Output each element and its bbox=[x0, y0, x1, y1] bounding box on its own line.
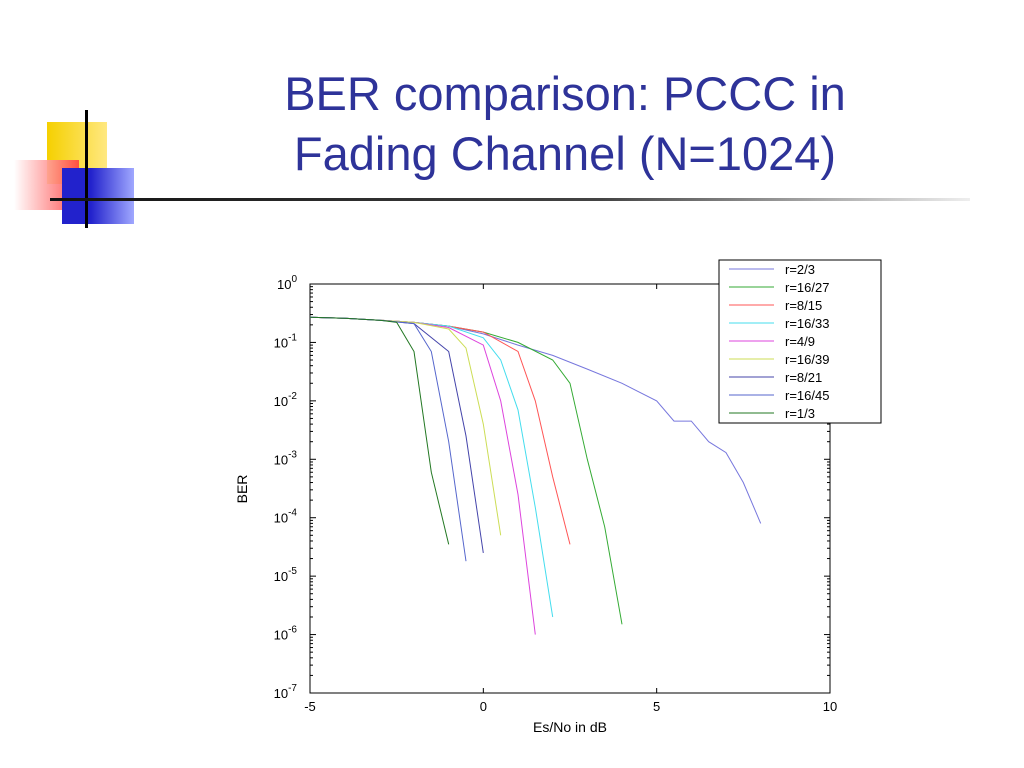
slide-title-line-2: Fading Channel (N=1024) bbox=[293, 127, 837, 180]
legend-label: r=1/3 bbox=[785, 406, 815, 421]
y-tick-label: 10-5 bbox=[274, 566, 298, 584]
y-tick-label: 10-4 bbox=[274, 508, 298, 526]
y-tick-label: 10-3 bbox=[274, 449, 298, 467]
legend-label: r=4/9 bbox=[785, 334, 815, 349]
x-tick-label: 10 bbox=[823, 699, 837, 714]
decor-vertical-line bbox=[85, 110, 88, 228]
slide-title: BER comparison: PCCC in Fading Channel (… bbox=[150, 64, 980, 184]
legend-label: r=8/21 bbox=[785, 370, 822, 385]
x-axis-label: Es/No in dB bbox=[533, 719, 607, 735]
legend-label: r=2/3 bbox=[785, 262, 815, 277]
legend-label: r=16/39 bbox=[785, 352, 829, 367]
legend-label: r=16/33 bbox=[785, 316, 829, 331]
y-tick-label: 100 bbox=[277, 274, 297, 292]
y-tick-label: 10-7 bbox=[274, 683, 298, 701]
x-tick-label: 5 bbox=[653, 699, 660, 714]
x-tick-label: -5 bbox=[304, 699, 316, 714]
legend: r=2/3 r=16/27 r=8/15 r=16/33 r=4/9 r=16/39 r=8… bbox=[718, 259, 882, 424]
y-tick-label: 10-2 bbox=[274, 391, 298, 409]
y-tick-label: 10-6 bbox=[274, 625, 298, 643]
decor-blue-square bbox=[62, 168, 134, 224]
decor-horizontal-rule bbox=[50, 198, 970, 201]
x-tick-label: 0 bbox=[480, 699, 487, 714]
legend-label: r=16/45 bbox=[785, 388, 829, 403]
slide-title-line-1: BER comparison: PCCC in bbox=[284, 67, 846, 120]
axis-ticks: -5 0 5 10 100 10-1 10-2 10-3 10-4 10-5 10-6 10-7 bbox=[274, 274, 838, 714]
legend-label: r=8/15 bbox=[785, 298, 822, 313]
series-lines bbox=[309, 316, 762, 635]
y-tick-label: 10-1 bbox=[274, 332, 298, 350]
legend-label: r=16/27 bbox=[785, 280, 829, 295]
series-line-r-1-3 bbox=[309, 316, 450, 545]
y-axis-label: BER bbox=[234, 475, 250, 504]
